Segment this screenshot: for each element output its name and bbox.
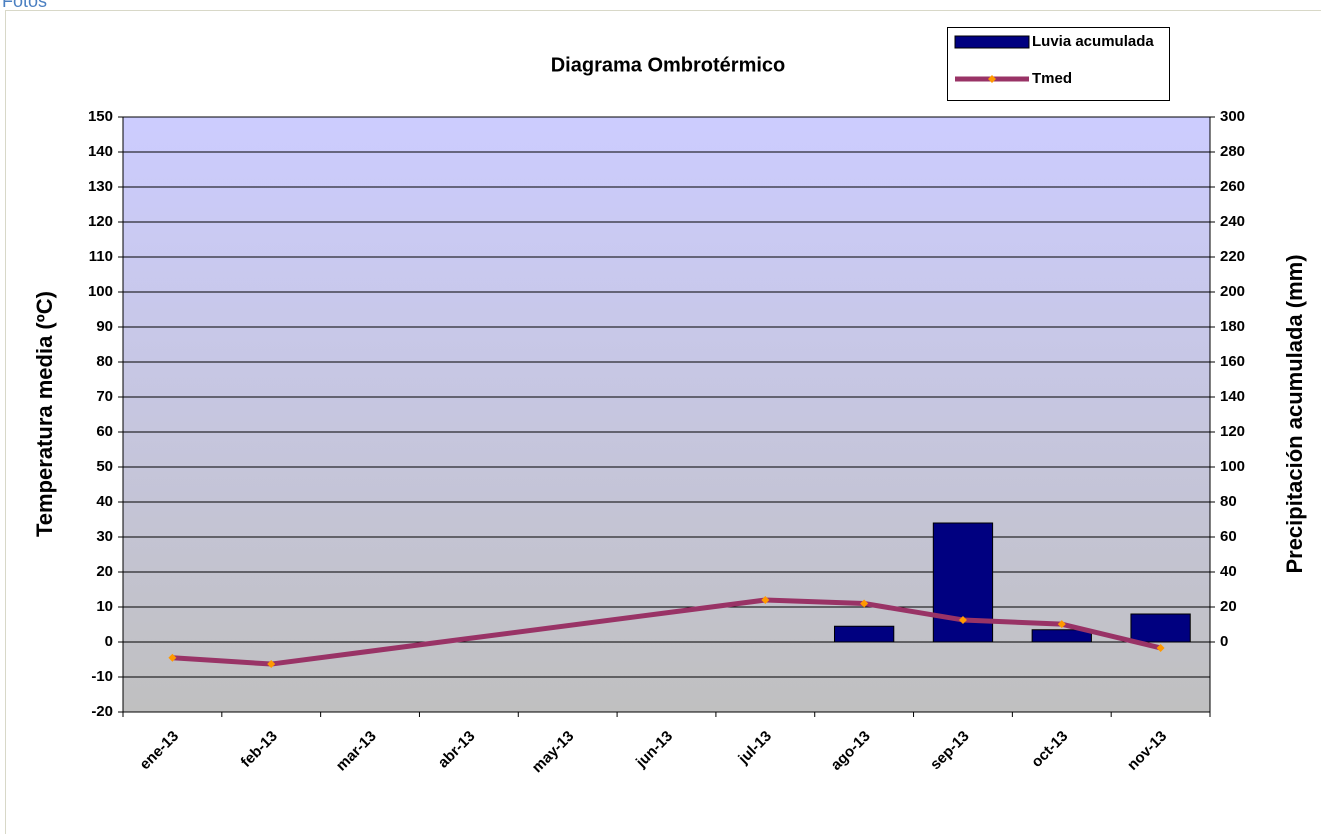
x-tick-label: ago-13: [828, 728, 874, 774]
y2-tick-label: 200: [1220, 283, 1245, 300]
y-tick-label: 10: [96, 598, 113, 615]
y-tick-label: -10: [91, 668, 113, 685]
legend-label: Tmed: [1032, 70, 1072, 87]
y-tick-label: 140: [88, 143, 113, 160]
bar: [1130, 613, 1191, 643]
bar: [833, 625, 895, 643]
legend-label: Luvia acumulada: [1032, 33, 1154, 50]
chart-title: Diagrama Ombrotérmico: [551, 54, 786, 76]
y2-tick-label: 40: [1220, 563, 1237, 580]
line-marker: [267, 660, 276, 669]
line-marker: [761, 596, 770, 604]
y2-tick-label: 260: [1220, 178, 1245, 195]
line-gap-connector: [270, 597, 766, 667]
legend-marker: [988, 75, 996, 83]
y2-tick-label: 240: [1220, 213, 1245, 230]
y2-tick-label: 120: [1220, 423, 1245, 440]
bar: [932, 522, 994, 643]
y2-tick-label: 280: [1220, 143, 1245, 160]
bar: [1031, 629, 1092, 643]
y2-tick-label: 100: [1220, 458, 1245, 475]
line-marker: [168, 653, 177, 662]
y2-axis-label: Precipitación acumulada (mm): [1282, 254, 1307, 573]
y-axis-label: Temperatura media (ºC): [32, 291, 57, 537]
y-tick-label: 30: [96, 528, 113, 545]
x-tick-label: mar-13: [333, 728, 380, 775]
y-tick-label: 70: [96, 388, 113, 405]
y-tick-label: 130: [88, 178, 113, 195]
header-text: Fotos: [2, 0, 47, 11]
y2-tick-label: 220: [1220, 248, 1245, 265]
y-tick-label: 100: [88, 283, 113, 300]
y-tick-label: 120: [88, 213, 113, 230]
y-tick-label: 0: [105, 633, 113, 650]
x-tick-label: may-13: [529, 728, 578, 777]
legend-swatch: [954, 35, 1030, 49]
line-marker: [958, 615, 967, 624]
y2-tick-label: 0: [1220, 633, 1228, 650]
chart-border: [5, 10, 1321, 834]
line-marker: [1156, 643, 1165, 652]
line: [172, 655, 272, 667]
x-tick-label: oct-13: [1028, 728, 1071, 771]
x-tick-label: sep-13: [927, 728, 973, 774]
y-tick-label: 90: [96, 318, 113, 335]
y2-tick-label: 20: [1220, 598, 1237, 615]
y-tick-label: -20: [91, 703, 113, 720]
y2-tick-label: 140: [1220, 388, 1245, 405]
line-marker: [860, 599, 869, 608]
x-tick-label: abr-13: [435, 728, 479, 772]
x-tick-label: jul-13: [735, 728, 775, 768]
y2-tick-label: 80: [1220, 493, 1237, 510]
y2-tick-label: 160: [1220, 353, 1245, 370]
y2-tick-label: 180: [1220, 318, 1245, 335]
y-tick-label: 20: [96, 563, 113, 580]
line-marker: [1057, 620, 1066, 629]
x-tick-label: ene-13: [136, 728, 182, 774]
y-tick-label: 80: [96, 353, 113, 370]
y-tick-label: 40: [96, 493, 113, 510]
y-tick-label: 150: [88, 108, 113, 125]
x-tick-label: jun-13: [632, 728, 676, 772]
y2-tick-label: 300: [1220, 108, 1245, 125]
y2-tick-label: 60: [1220, 528, 1237, 545]
x-tick-label: feb-13: [238, 728, 281, 771]
y-tick-label: 110: [89, 248, 113, 265]
y-tick-label: 60: [96, 423, 113, 440]
x-tick-label: nov-13: [1124, 728, 1170, 774]
y-tick-label: 50: [96, 458, 113, 475]
